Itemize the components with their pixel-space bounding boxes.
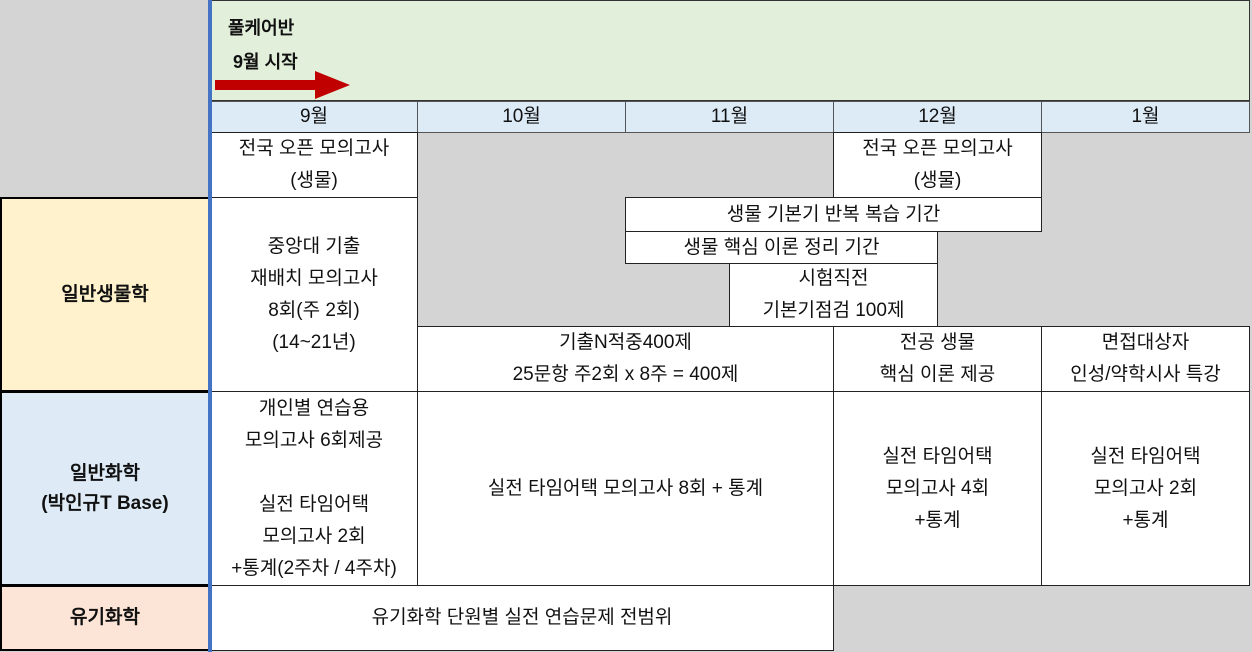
biology-sep[interactable]: 중앙대 기출 재배치 모의고사 8회(주 2회) (14~21년) [210, 197, 418, 392]
biology-past[interactable]: 기출N적중400제 25문항 주2회 x 8주 = 400제 [417, 326, 834, 392]
mock-exam-dec[interactable]: 전국 오픈 모의고사 (생물) [833, 132, 1042, 198]
organic-content[interactable]: 유기화학 단원별 실전 연습문제 전범위 [210, 585, 834, 651]
header-banner[interactable] [210, 0, 1250, 101]
biology-major[interactable]: 전공 생물 핵심 이론 제공 [833, 326, 1042, 392]
chemistry-oct-nov[interactable]: 실전 타임어택 모의고사 8회 + 통계 [417, 391, 834, 586]
header-title: 풀케어반 [228, 18, 295, 38]
biology-label[interactable]: 일반생물학 [0, 197, 210, 392]
month-header[interactable]: 10월 [417, 101, 626, 133]
organic-label[interactable]: 유기화학 [0, 585, 210, 651]
freeze-pane-line [208, 0, 212, 652]
month-header[interactable]: 1월 [1041, 101, 1250, 133]
header-subtitle: 9월 시작 [233, 52, 298, 72]
chemistry-sep[interactable]: 개인별 연습용 모의고사 6회제공 실전 타임어택 모의고사 2회 +통계(2주… [210, 391, 418, 586]
chemistry-dec[interactable]: 실전 타임어택 모의고사 4회 +통계 [833, 391, 1042, 586]
month-header[interactable]: 9월 [210, 101, 418, 133]
biology-final[interactable]: 시험직전 기본기점검 100제 [729, 263, 938, 327]
biology-interview[interactable]: 면접대상자 인성/약학시사 특강 [1041, 326, 1250, 392]
chemistry-label[interactable]: 일반화학 (박인규T Base) [0, 391, 210, 586]
biology-theory[interactable]: 생물 핵심 이론 정리 기간 [625, 231, 938, 264]
mock-exam-sep[interactable]: 전국 오픈 모의고사 (생물) [210, 132, 418, 198]
biology-review[interactable]: 생물 기본기 반복 복습 기간 [625, 197, 1042, 232]
month-header[interactable]: 12월 [833, 101, 1042, 133]
chemistry-jan[interactable]: 실전 타임어택 모의고사 2회 +통계 [1041, 391, 1250, 586]
arrow-right-icon [215, 71, 350, 99]
month-header[interactable]: 11월 [625, 101, 834, 133]
